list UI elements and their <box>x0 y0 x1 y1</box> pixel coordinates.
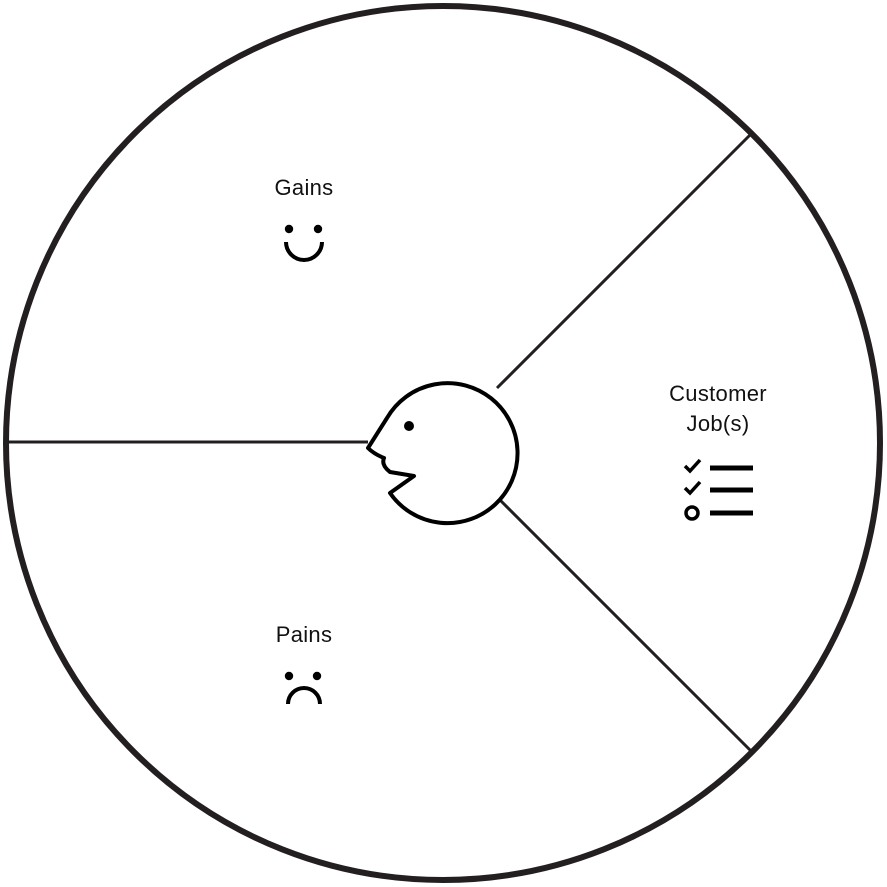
customer-jobs-label-line2: Job(s) <box>687 411 750 436</box>
pains-label: Pains <box>276 622 333 647</box>
frown-icon <box>284 671 322 705</box>
checkmark-icon <box>683 458 702 474</box>
gains-label: Gains <box>275 175 334 200</box>
checklist-icon <box>683 458 753 521</box>
checkmark-icon <box>683 480 702 496</box>
smile-icon <box>284 224 324 262</box>
face-eye <box>404 421 414 431</box>
divider-upper-right <box>495 132 753 390</box>
open-task-circle-icon <box>684 505 700 521</box>
customer-face-icon <box>366 381 520 526</box>
customer-jobs-label-line1: Customer <box>669 381 767 406</box>
divider-lower-right <box>495 495 755 755</box>
